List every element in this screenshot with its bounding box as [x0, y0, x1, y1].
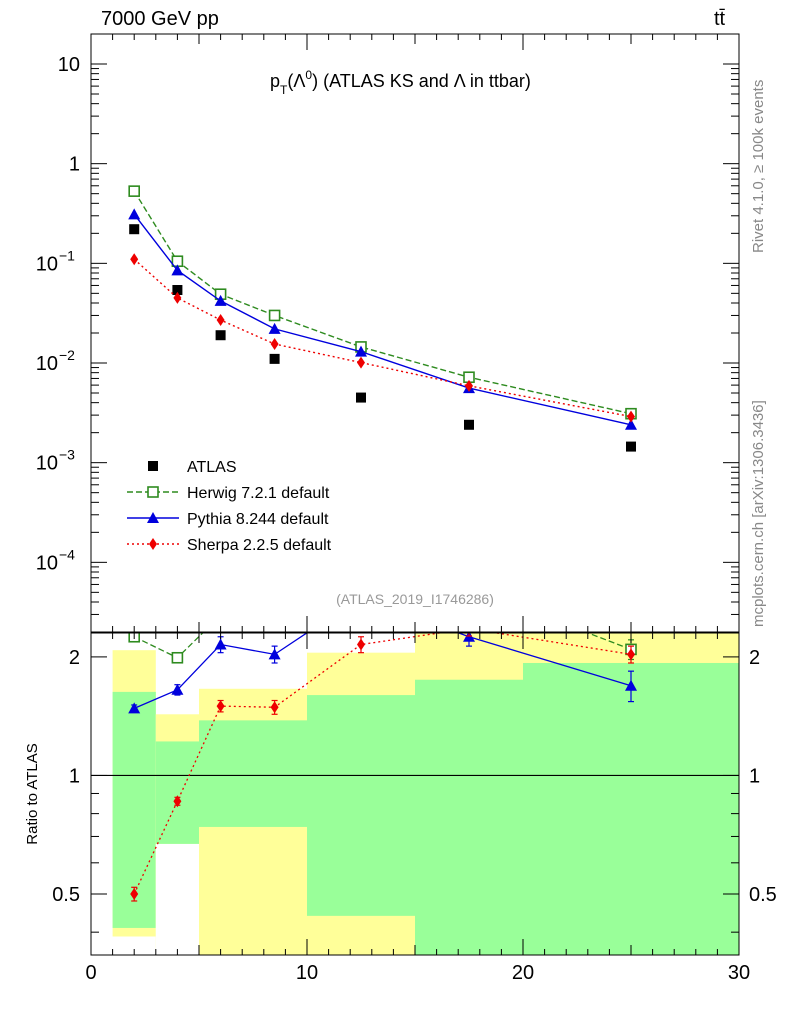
x-tick-label: 30 — [728, 962, 750, 984]
main-title: pT(Λ0) (ATLAS KS and Λ in ttbar) — [270, 68, 531, 97]
ratio-green-band — [199, 720, 307, 827]
analysis-label: (ATLAS_2019_I1746286) — [336, 591, 494, 607]
y-tick-label: 10 — [58, 54, 80, 76]
ratio-point — [216, 700, 225, 713]
data-point — [464, 419, 474, 430]
ratio-green-band — [523, 662, 739, 955]
data-point — [270, 338, 279, 351]
legend-label: Pythia 8.244 default — [187, 511, 329, 528]
energy-label: 7000 GeV pp — [101, 8, 219, 30]
ratio-point — [173, 795, 182, 808]
data-point — [627, 410, 635, 423]
data-point — [625, 418, 637, 430]
legend: ATLAS Herwig 7.2.1 default Pythia 8.244 de… — [127, 459, 332, 554]
data-point — [465, 379, 473, 392]
ratio-point — [268, 648, 281, 660]
ratio-y-tick-label: 0.5 — [52, 884, 80, 906]
x-tick-label: 10 — [296, 962, 318, 984]
series-line — [133, 190, 632, 415]
ratio-y-tick-label: 2 — [69, 647, 80, 669]
ratio-y-tick-label: 1 — [69, 765, 80, 787]
rivet-label: Rivet 4.1.0, ≥ 100k events — [750, 79, 767, 253]
ratio-point — [171, 683, 184, 695]
data-point — [129, 224, 140, 235]
data-point — [268, 309, 281, 322]
data-point — [171, 264, 184, 276]
data-point — [268, 322, 281, 334]
data-point — [128, 185, 140, 197]
legend-label: Sherpa 2.2.5 default — [187, 537, 332, 554]
ratio-point — [128, 702, 141, 714]
title-sub: T — [280, 83, 288, 97]
ratio-uncertainty-bands — [112, 633, 739, 955]
ratio-y-tick-label-right: 1 — [749, 765, 760, 787]
ratio-point — [130, 887, 139, 900]
legend-marker — [147, 512, 159, 523]
data-point — [216, 314, 225, 327]
ratio-point — [270, 701, 279, 714]
ratio-point — [356, 570, 366, 580]
legend-marker — [147, 486, 159, 498]
y-tick-label: 10 — [36, 552, 58, 574]
series-line — [133, 258, 632, 418]
y-tick-label: 1 — [69, 154, 80, 176]
ratio-green-band — [155, 741, 199, 844]
x-tick-label: 0 — [85, 962, 96, 984]
ratio-ylabel: Ratio to ATLAS — [24, 743, 41, 844]
y-tick-exponent: −4 — [59, 546, 75, 562]
legend-marker — [148, 461, 158, 471]
data-point — [172, 285, 183, 296]
data-point — [214, 294, 227, 306]
data-point — [356, 392, 366, 403]
y-tick-exponent: −3 — [59, 447, 75, 463]
ratio-point — [270, 599, 280, 609]
ratio-point — [463, 633, 475, 642]
y-tick-exponent: −1 — [59, 247, 75, 263]
ratio-green-band — [307, 695, 415, 916]
ratio-y-tick-label-right: 0.5 — [749, 884, 777, 906]
y-tick-label: 10 — [36, 353, 58, 375]
legend-marker — [149, 538, 157, 550]
y-tick-label: 10 — [36, 453, 58, 475]
data-point — [357, 356, 365, 369]
data-point — [355, 345, 367, 357]
ratio-plot-series — [128, 570, 637, 902]
title-rest: (Λ — [287, 71, 305, 91]
mcplots-label: mcplots.cern.ch [arXiv:1306.3436] — [750, 400, 767, 627]
y-tick-exponent: −2 — [59, 347, 75, 363]
title-tail: ) (ATLAS KS and Λ in ttbar) — [312, 71, 531, 91]
data-point — [128, 208, 141, 220]
data-point — [269, 353, 280, 364]
legend-label: Herwig 7.2.1 default — [187, 485, 330, 502]
series-line — [133, 213, 632, 426]
ratio-green-band — [415, 679, 523, 955]
ratio-point — [216, 610, 226, 620]
ratio-point — [627, 648, 635, 661]
ratio-point — [625, 679, 637, 691]
legend-label: ATLAS — [187, 459, 237, 476]
ratio-y-tick-label-right: 2 — [749, 647, 760, 669]
ratio-point — [171, 651, 184, 664]
data-point — [173, 291, 182, 304]
ratio-point — [357, 638, 365, 651]
y-tick-label: 10 — [36, 253, 58, 275]
title-sup: 0 — [305, 68, 312, 82]
ratio-empty-band — [155, 843, 199, 955]
ratio-point — [214, 638, 227, 650]
data-point — [215, 330, 226, 341]
process-label: tt̄ — [714, 8, 726, 30]
title-base: p — [270, 71, 280, 91]
main-plot-series — [128, 185, 637, 452]
data-point — [130, 253, 139, 266]
data-point — [626, 441, 636, 452]
x-tick-label: 20 — [512, 962, 534, 984]
